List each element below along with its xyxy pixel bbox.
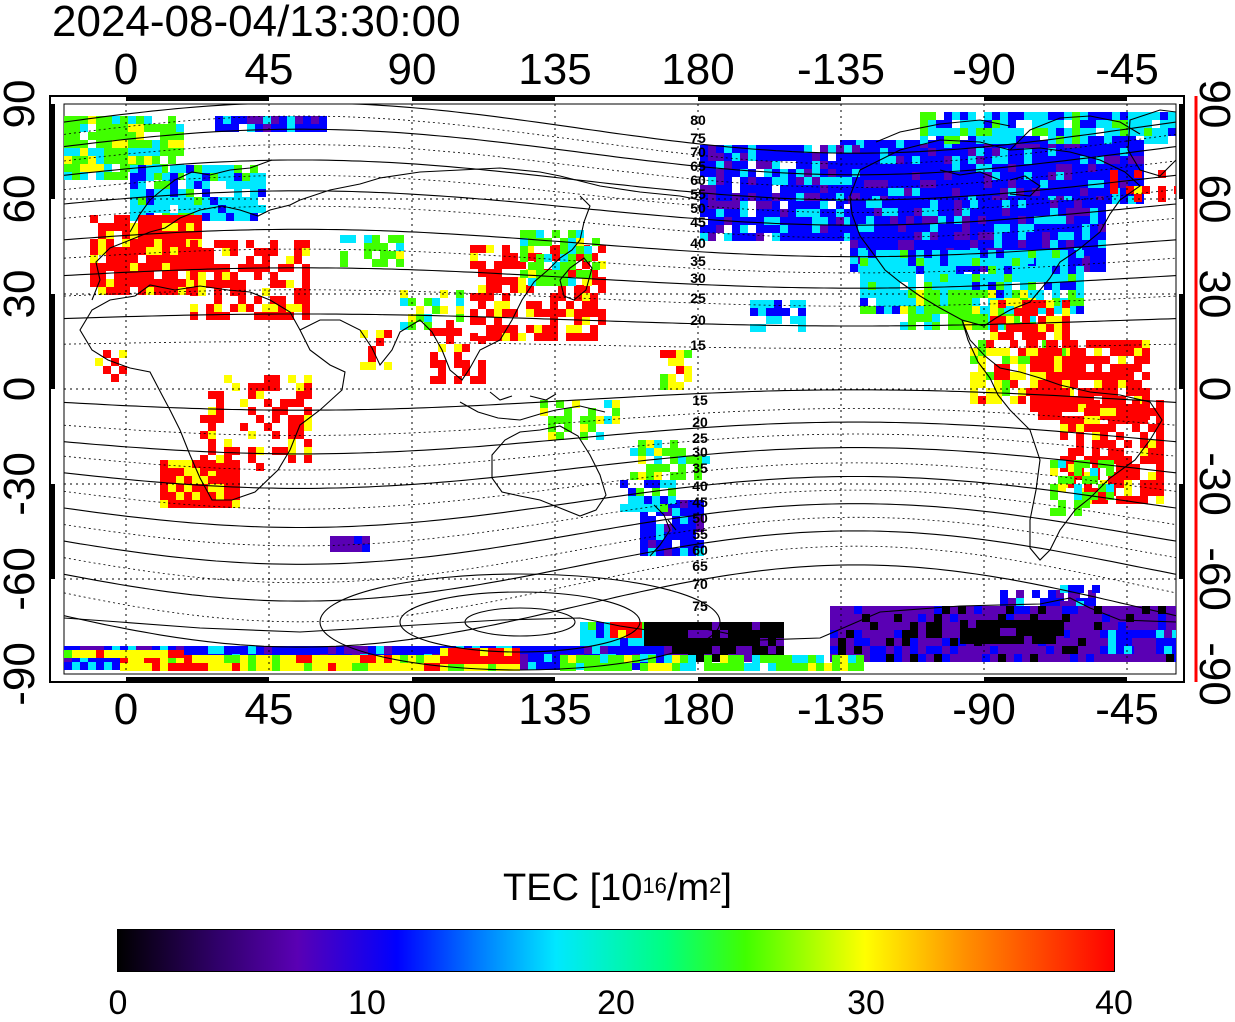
left-lat-label: -90: [0, 642, 44, 706]
contour-labels: 8075706560555045403530252015152025303540…: [690, 112, 708, 614]
bottom-lon-label: -45: [1095, 685, 1159, 734]
left-latitude-labels: 90 60 30 0 -30 -60 -90: [0, 80, 44, 706]
contour-label: 30: [690, 270, 706, 286]
contour-label: 20: [692, 414, 708, 430]
contour-label: 60: [690, 172, 706, 188]
bottom-lon-label: -135: [797, 685, 885, 734]
contour-label: 55: [692, 526, 708, 542]
contour-label: 35: [690, 253, 706, 269]
contour-label: 40: [692, 478, 708, 494]
top-lon-label: -90: [952, 45, 1016, 94]
left-lat-label: 30: [0, 270, 44, 319]
contour-label: 40: [690, 235, 706, 251]
top-longitude-labels: 0 45 90 135 180 -135 -90 -45: [114, 45, 1159, 94]
contour-label: 55: [690, 186, 706, 202]
contour-label: 60: [692, 542, 708, 558]
contour-label: 15: [690, 337, 706, 353]
axis-tick-bars: [50, 96, 1184, 682]
contour-label: 65: [692, 558, 708, 574]
tec-map: 8075706560555045403530252015152025303540…: [0, 45, 1235, 734]
top-lon-label: 135: [518, 45, 591, 94]
coastlines: [64, 109, 1176, 641]
colorbar-title: TEC [1016/m2]: [503, 867, 732, 909]
tec-data-layer: [64, 112, 1176, 671]
contour-label: 45: [690, 214, 706, 230]
contour-label: 80: [690, 112, 706, 128]
contour-label: 65: [690, 158, 706, 174]
contour-label: 15: [692, 392, 708, 408]
colorbar: [117, 929, 1115, 972]
bottom-lon-label: 135: [518, 685, 591, 734]
colorbar-tick-0: 0: [108, 984, 128, 1022]
top-lon-label: -45: [1095, 45, 1159, 94]
graticule: [64, 104, 1176, 674]
top-lon-label: 90: [388, 45, 437, 94]
timestamp-title: 2024-08-04/13:30:00: [52, 0, 461, 46]
contour-label: 50: [692, 510, 708, 526]
top-lon-label: -135: [797, 45, 885, 94]
contour-label: 50: [690, 200, 706, 216]
bottom-longitude-labels: 0 45 90 135 180 -135 -90 -45: [114, 685, 1159, 734]
contour-label: 35: [692, 460, 708, 476]
top-lon-label: 45: [245, 45, 294, 94]
colorbar-tick-30: 30: [847, 984, 885, 1022]
bottom-lon-label: -90: [952, 685, 1016, 734]
colorbar-tick-20: 20: [597, 984, 635, 1022]
contour-label: 75: [692, 598, 708, 614]
left-lat-label: -30: [0, 452, 44, 516]
colorbar-tick-40: 40: [1095, 984, 1133, 1022]
contour-label: 75: [690, 130, 706, 146]
top-lon-label: 180: [661, 45, 734, 94]
bottom-lon-label: 0: [114, 685, 138, 734]
contour-label: 70: [692, 576, 708, 592]
contour-label: 70: [690, 144, 706, 160]
contour-label: 45: [692, 494, 708, 510]
colorbar-tick-10: 10: [348, 984, 386, 1022]
left-lat-label: 0: [0, 377, 44, 401]
left-lat-label: 90: [0, 80, 44, 129]
left-lat-label: 60: [0, 175, 44, 224]
bottom-lon-label: 45: [245, 685, 294, 734]
left-lat-label: -60: [0, 547, 44, 611]
bottom-lon-label: 90: [388, 685, 437, 734]
bottom-lon-label: 180: [661, 685, 734, 734]
contour-label: 25: [692, 430, 708, 446]
contour-label: 25: [690, 290, 706, 306]
contour-label: 20: [690, 312, 706, 328]
top-lon-label: 0: [114, 45, 138, 94]
contour-label: 30: [692, 444, 708, 460]
